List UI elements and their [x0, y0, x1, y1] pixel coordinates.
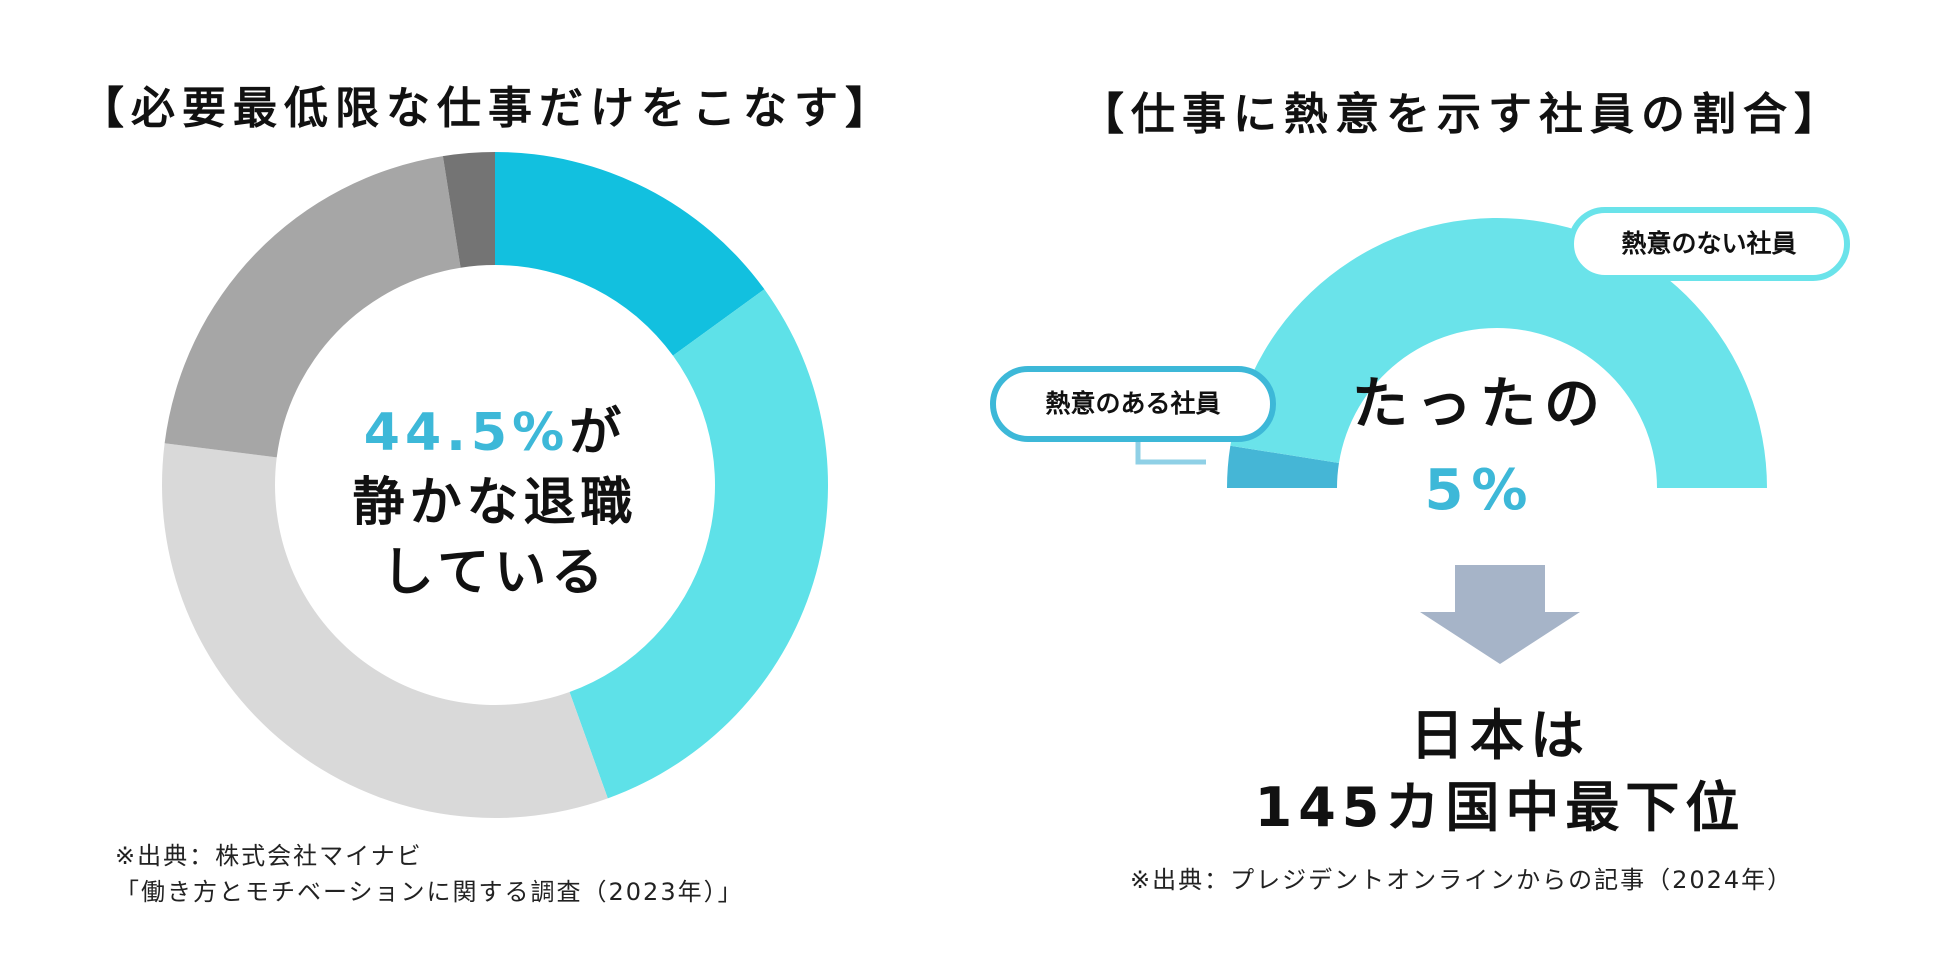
- right-source-note: ※出典：プレジデントオンラインからの記事（2024年）: [1130, 866, 1794, 894]
- semicircle-gauge-chart: [1227, 217, 1767, 488]
- donut-slice-4: [164, 156, 461, 458]
- engaged-callout-line: [1135, 440, 1206, 465]
- left-source-line-2: 「働き方とモチベーションに関する調査（2023年）」: [115, 878, 744, 906]
- engaged-percentage: 5%: [1424, 458, 1536, 523]
- center-suffix: が: [569, 403, 627, 463]
- engaged-employees-label: 熱意のある社員: [990, 366, 1276, 442]
- donut-slice-2: [569, 289, 829, 799]
- donut-slice-3: [162, 443, 608, 819]
- gauge-segment-engaged: [1227, 445, 1339, 488]
- gauge-center-label: たったの 5%: [1300, 362, 1660, 534]
- right-chart-title: 【仕事に熱意を示す社員の割合】: [1080, 89, 1845, 140]
- donut-center-label: 44.5%が 静かな退職 している: [300, 398, 690, 608]
- donut-chart: [162, 152, 829, 819]
- gauge-center-line-1: たったの: [1352, 372, 1608, 437]
- center-line-3: している: [381, 543, 609, 603]
- conclusion-line-1: 日本は: [1410, 704, 1590, 767]
- left-source-note: ※出典：株式会社マイナビ 「働き方とモチベーションに関する調査（2023年）」: [115, 838, 744, 910]
- quiet-quitting-percentage: 44.5%: [363, 403, 570, 463]
- left-source-line-1: ※出典：株式会社マイナビ: [115, 842, 423, 870]
- donut-slice-5: [442, 152, 495, 268]
- donut-slice-1: [495, 152, 765, 356]
- down-arrow-icon: [1420, 565, 1580, 664]
- center-line-2: 静かな退職: [352, 473, 638, 533]
- disengaged-employees-label: 熱意のない社員: [1568, 207, 1850, 281]
- gauge-segment-disengaged: [1230, 217, 1767, 488]
- conclusion-line-2: 145カ国中最下位: [1254, 776, 1746, 839]
- ranking-conclusion: 日本は 145カ国中最下位: [1180, 700, 1820, 844]
- left-chart-title: 【必要最低限な仕事だけをこなす】: [80, 83, 896, 134]
